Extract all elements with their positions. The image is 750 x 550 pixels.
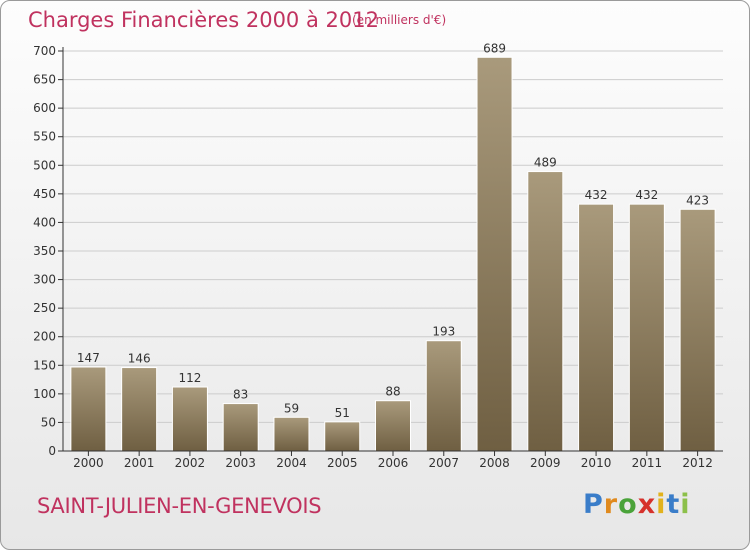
bar-2007 <box>425 340 462 452</box>
logo-letter: i <box>656 489 667 520</box>
y-tick-label: 600 <box>33 101 56 115</box>
x-tick-label: 2003 <box>225 456 256 470</box>
y-tick-label: 0 <box>48 444 56 458</box>
bar-2002 <box>171 386 208 452</box>
y-tick-label: 250 <box>33 301 56 315</box>
y-tick-label: 650 <box>33 73 56 87</box>
x-tick-label: 2007 <box>428 456 459 470</box>
bar-2009 <box>527 171 564 452</box>
x-tick-label: 2006 <box>378 456 409 470</box>
data-label: 51 <box>335 406 350 420</box>
data-label: 689 <box>483 41 506 55</box>
y-tick-label: 500 <box>33 158 56 172</box>
data-label: 147 <box>77 351 100 365</box>
y-tick-label: 100 <box>33 387 56 401</box>
bar-2005 <box>324 421 361 452</box>
y-tick-label: 550 <box>33 130 56 144</box>
logo-letter: P <box>583 489 604 520</box>
data-label: 83 <box>233 388 248 402</box>
x-tick-label: 2004 <box>276 456 307 470</box>
logo-letter: x <box>637 489 657 520</box>
y-tick-label: 200 <box>33 330 56 344</box>
axes <box>62 47 723 452</box>
y-axis-ticks: 0 50 100 150 200 250 300 350 400 450 500 550 600 650 7… <box>33 44 63 458</box>
y-tick-label: 450 <box>33 187 56 201</box>
bar-2012 <box>679 208 716 452</box>
chart-subtitle: (en milliers d'€) <box>352 13 447 27</box>
logo-letter: r <box>603 489 619 520</box>
data-label: 88 <box>385 385 400 399</box>
bar-2003 <box>222 403 259 452</box>
data-labels: 147 146 112 83 59 51 88 193 689 489 432 432 423 <box>77 41 709 420</box>
bar-2011 <box>628 203 665 452</box>
logo-letter: t <box>666 489 681 520</box>
x-tick-label: 2001 <box>124 456 155 470</box>
data-label: 432 <box>635 188 658 202</box>
logo-letter: i <box>680 489 691 520</box>
x-tick-label: 2009 <box>530 456 561 470</box>
bar-2006 <box>375 400 411 452</box>
y-tick-label: 350 <box>33 244 56 258</box>
data-label: 489 <box>534 156 557 170</box>
logo-letter: o <box>618 489 638 520</box>
x-tick-label: 2012 <box>682 456 713 470</box>
y-tick-label: 700 <box>33 44 56 58</box>
y-tick-label: 150 <box>33 358 56 372</box>
data-label: 432 <box>585 188 608 202</box>
data-label: 193 <box>432 325 455 339</box>
x-tick-label: 2000 <box>73 456 104 470</box>
bars <box>70 56 716 452</box>
x-tick-label: 2010 <box>581 456 612 470</box>
x-tick-label: 2011 <box>632 456 663 470</box>
data-label: 59 <box>284 401 299 415</box>
x-tick-label: 2002 <box>175 456 206 470</box>
y-tick-label: 50 <box>41 415 56 429</box>
grid-lines <box>63 50 723 423</box>
x-tick-label: 2005 <box>327 456 358 470</box>
bar-2001 <box>121 367 158 452</box>
y-tick-label: 300 <box>33 273 56 287</box>
bar-2010 <box>578 203 615 452</box>
data-label: 423 <box>686 193 709 207</box>
data-label: 112 <box>178 371 201 385</box>
bar-2000 <box>70 366 107 452</box>
proxiti-logo: Proxiti <box>583 489 691 520</box>
bar-2004 <box>273 416 310 452</box>
commune-name: SAINT-JULIEN-EN-GENEVOIS <box>37 494 322 518</box>
x-axis-ticks: 2000 2001 2002 2003 2004 2005 2006 2007 2008 2009… <box>73 451 713 470</box>
data-label: 146 <box>128 352 151 366</box>
bar-2008 <box>476 56 513 452</box>
chart-title: Charges Financières 2000 à 2012 <box>28 8 379 32</box>
y-tick-label: 400 <box>33 215 56 229</box>
x-tick-label: 2008 <box>479 456 510 470</box>
